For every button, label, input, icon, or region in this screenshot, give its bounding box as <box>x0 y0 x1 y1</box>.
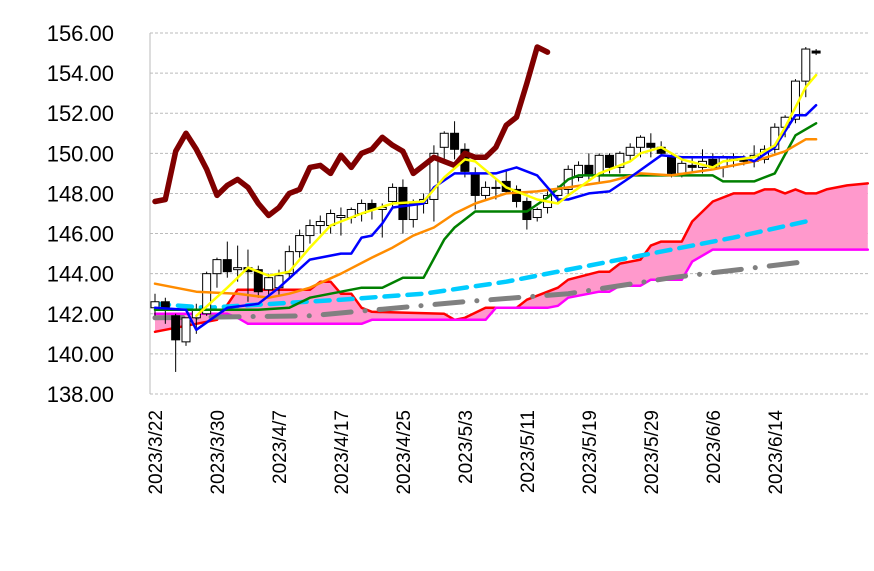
y-tick-label: 142.00 <box>47 302 114 327</box>
candle-body <box>636 136 646 148</box>
candle-body <box>532 208 542 219</box>
x-tick-label: 2023/4/7 <box>270 410 291 484</box>
candle-body <box>450 132 460 150</box>
tenkan-blue-line <box>153 103 818 332</box>
candle-body <box>171 315 181 341</box>
candle <box>646 133 656 158</box>
candle-body <box>687 164 697 168</box>
candle <box>212 257 222 288</box>
x-tick-label: 2023/5/29 <box>642 410 663 495</box>
y-tick-label: 148.00 <box>47 181 114 206</box>
candle <box>388 183 398 210</box>
y-tick-label: 152.00 <box>47 101 114 126</box>
y-tick-label: 146.00 <box>47 222 114 247</box>
x-tick-label: 2023/5/3 <box>456 410 477 484</box>
candle-body <box>253 269 263 293</box>
candle <box>615 151 625 174</box>
candle-body <box>677 162 687 174</box>
candle <box>574 161 584 182</box>
candle-body <box>801 48 811 82</box>
x-tick-label: 2023/6/14 <box>766 410 787 495</box>
candle-body <box>667 156 676 174</box>
chikou-span-line <box>152 44 551 219</box>
candle-body <box>429 152 439 200</box>
x-tick-label: 2023/4/17 <box>332 410 353 495</box>
candle-body <box>811 50 821 54</box>
y-axis: 156.00 154.00 152.00 150.00 148.00 146.00 144.… <box>47 21 151 407</box>
candle <box>512 185 522 208</box>
indicator-lines <box>152 44 818 332</box>
ma-yellow-line <box>195 73 818 318</box>
candle-body <box>212 259 222 275</box>
candle-body <box>481 186 491 196</box>
candle-body <box>625 146 635 156</box>
y-tick-label: 150.00 <box>47 141 114 166</box>
y-tick-label: 154.00 <box>47 61 114 86</box>
candle <box>584 153 594 182</box>
candle-body <box>202 273 212 315</box>
x-tick-label: 2023/5/19 <box>580 410 601 495</box>
candle <box>481 181 491 200</box>
candle <box>315 215 325 234</box>
candle-body <box>295 235 305 253</box>
candle-body <box>222 259 232 273</box>
candle <box>171 313 181 372</box>
x-tick-label: 2023/3/22 <box>146 410 167 495</box>
candle <box>532 207 542 222</box>
x-tick-label: 2023/5/11 <box>518 410 539 493</box>
candle <box>811 49 821 56</box>
kijun-green-line <box>153 122 818 312</box>
x-tick-label: 2023/4/25 <box>394 410 415 495</box>
y-tick-label: 144.00 <box>47 262 114 287</box>
candle <box>202 271 212 316</box>
candle-body <box>336 215 346 219</box>
candle <box>305 219 315 244</box>
x-tick-label: 2023/6/6 <box>704 410 725 484</box>
candle <box>264 273 274 298</box>
candle-body <box>470 172 480 196</box>
candle-body <box>512 188 522 202</box>
candle-body <box>615 152 625 168</box>
candle <box>439 131 449 160</box>
candle-body <box>605 154 615 168</box>
cloud-fill <box>155 183 868 332</box>
candle-body <box>388 186 398 202</box>
candle <box>181 317 191 346</box>
candle <box>687 157 697 174</box>
candle <box>522 197 532 230</box>
candle <box>357 199 367 222</box>
candle-body <box>646 142 656 148</box>
ichimoku-cloud <box>155 183 868 332</box>
ma-orange-line <box>153 138 818 299</box>
candle-body <box>315 221 325 227</box>
candle <box>450 121 460 160</box>
candle-body <box>284 251 294 275</box>
candle-body <box>264 277 274 291</box>
y-tick-label: 156.00 <box>47 21 114 46</box>
candle <box>625 143 635 162</box>
candle-body <box>574 164 584 178</box>
candle-body <box>584 164 594 176</box>
candle-body <box>408 202 418 221</box>
x-tick-label: 2023/3/30 <box>208 410 229 495</box>
candle-body <box>491 186 501 189</box>
y-tick-label: 140.00 <box>47 342 114 367</box>
candle-body <box>305 225 315 237</box>
candle <box>222 241 232 278</box>
trend-gray-dashdot-line <box>152 259 809 321</box>
candle-body <box>181 317 191 343</box>
candle <box>233 245 243 282</box>
candle <box>150 293 160 316</box>
x-axis: 2023/3/22 2023/3/30 2023/4/7 2023/4/17 2023/… <box>146 410 787 495</box>
candle-body <box>233 267 243 271</box>
candle <box>594 153 604 184</box>
candle-body <box>439 132 449 148</box>
y-tick-label: 138.00 <box>47 382 114 407</box>
candle <box>295 229 305 258</box>
